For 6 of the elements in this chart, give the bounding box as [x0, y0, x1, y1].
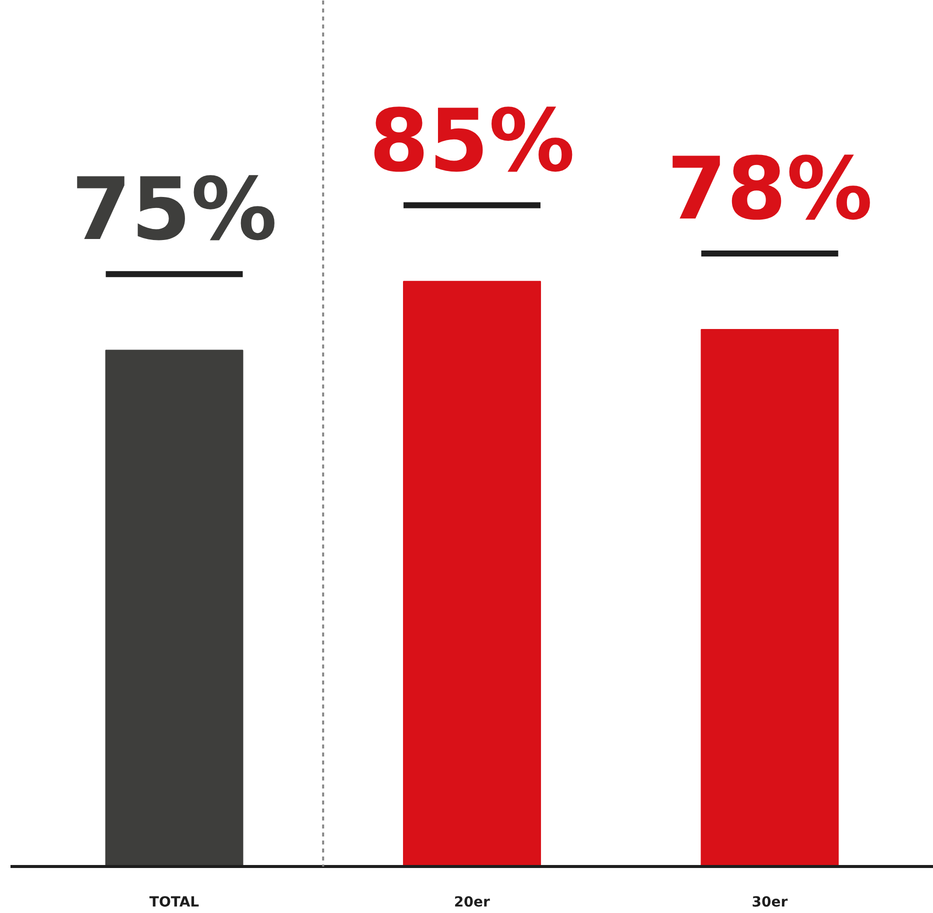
- x-tick-label: 30er: [752, 894, 788, 910]
- data-label: 78%: [666, 139, 873, 240]
- data-label: 75%: [71, 160, 278, 260]
- x-tick-label: 20er: [454, 894, 490, 910]
- x-tick-label: TOTAL: [149, 894, 200, 910]
- data-label: 85%: [369, 91, 575, 192]
